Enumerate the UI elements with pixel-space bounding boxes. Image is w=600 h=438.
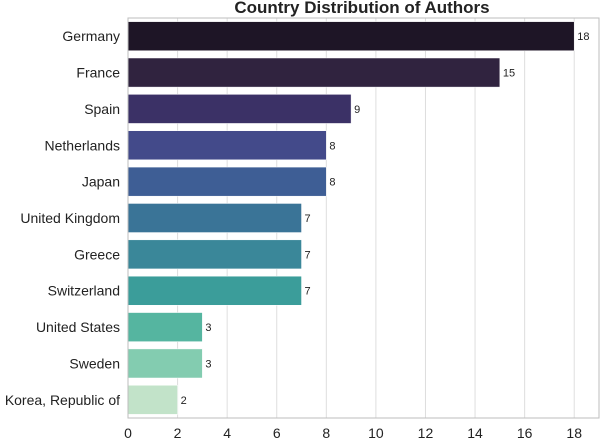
bar-sweden: [127, 348, 203, 379]
category-label-japan: Japan: [82, 174, 120, 190]
bar-korea-republic-of: [127, 385, 178, 415]
value-label-switzerland: 7: [305, 286, 311, 298]
x-axis-ticks: 0 2 4 6 8 10 12 14 16 18: [124, 425, 582, 438]
value-label-korea-republic-of: 2: [181, 395, 187, 407]
x-tick-label-2: 2: [174, 425, 182, 438]
x-tick-label-14: 14: [467, 425, 483, 438]
category-labels: Germany France Spain Netherlands Japan United…: [5, 28, 120, 408]
category-label-united-kingdom: United Kingdom: [20, 210, 120, 226]
value-labels: 18 15 9 8 8 7 7 7 3 3 2: [181, 31, 590, 407]
category-label-france: France: [76, 65, 120, 81]
value-label-germany: 18: [577, 31, 589, 43]
x-tick-label-8: 8: [322, 425, 330, 438]
chart-title: Country Distribution of Authors: [234, 0, 489, 17]
value-label-greece: 7: [305, 249, 311, 261]
value-label-spain: 9: [354, 104, 360, 116]
x-tick-label-10: 10: [368, 425, 384, 438]
bars: [127, 21, 575, 415]
bar-japan: [127, 166, 327, 197]
category-label-korea-republic-of: Korea, Republic of: [5, 392, 120, 408]
bar-united-states: [127, 312, 203, 342]
category-label-spain: Spain: [84, 101, 120, 117]
value-label-sweden: 3: [205, 358, 211, 370]
x-tick-label-18: 18: [566, 425, 582, 438]
x-tick-label-12: 12: [418, 425, 434, 438]
bar-netherlands: [127, 130, 327, 161]
category-label-netherlands: Netherlands: [45, 137, 121, 153]
bar-spain: [127, 94, 352, 124]
category-label-united-states: United States: [36, 319, 120, 335]
bar-greece: [127, 239, 302, 270]
bar-united-kingdom: [127, 203, 302, 233]
x-tick-label-6: 6: [273, 425, 281, 438]
plot-frame: [127, 17, 600, 419]
bar-france: [127, 57, 501, 88]
value-label-united-states: 3: [205, 322, 211, 334]
bar-germany: [127, 21, 575, 51]
value-label-netherlands: 8: [329, 140, 335, 152]
x-tick-label-0: 0: [124, 425, 132, 438]
bar-switzerland: [127, 275, 302, 306]
value-label-united-kingdom: 7: [305, 213, 311, 225]
value-label-france: 15: [503, 68, 515, 80]
category-label-sweden: Sweden: [69, 355, 120, 371]
category-label-greece: Greece: [74, 246, 120, 262]
value-label-japan: 8: [329, 177, 335, 189]
category-label-germany: Germany: [62, 28, 120, 44]
x-tick-label-4: 4: [223, 425, 231, 438]
category-label-switzerland: Switzerland: [48, 283, 120, 299]
x-tick-label-16: 16: [517, 425, 533, 438]
